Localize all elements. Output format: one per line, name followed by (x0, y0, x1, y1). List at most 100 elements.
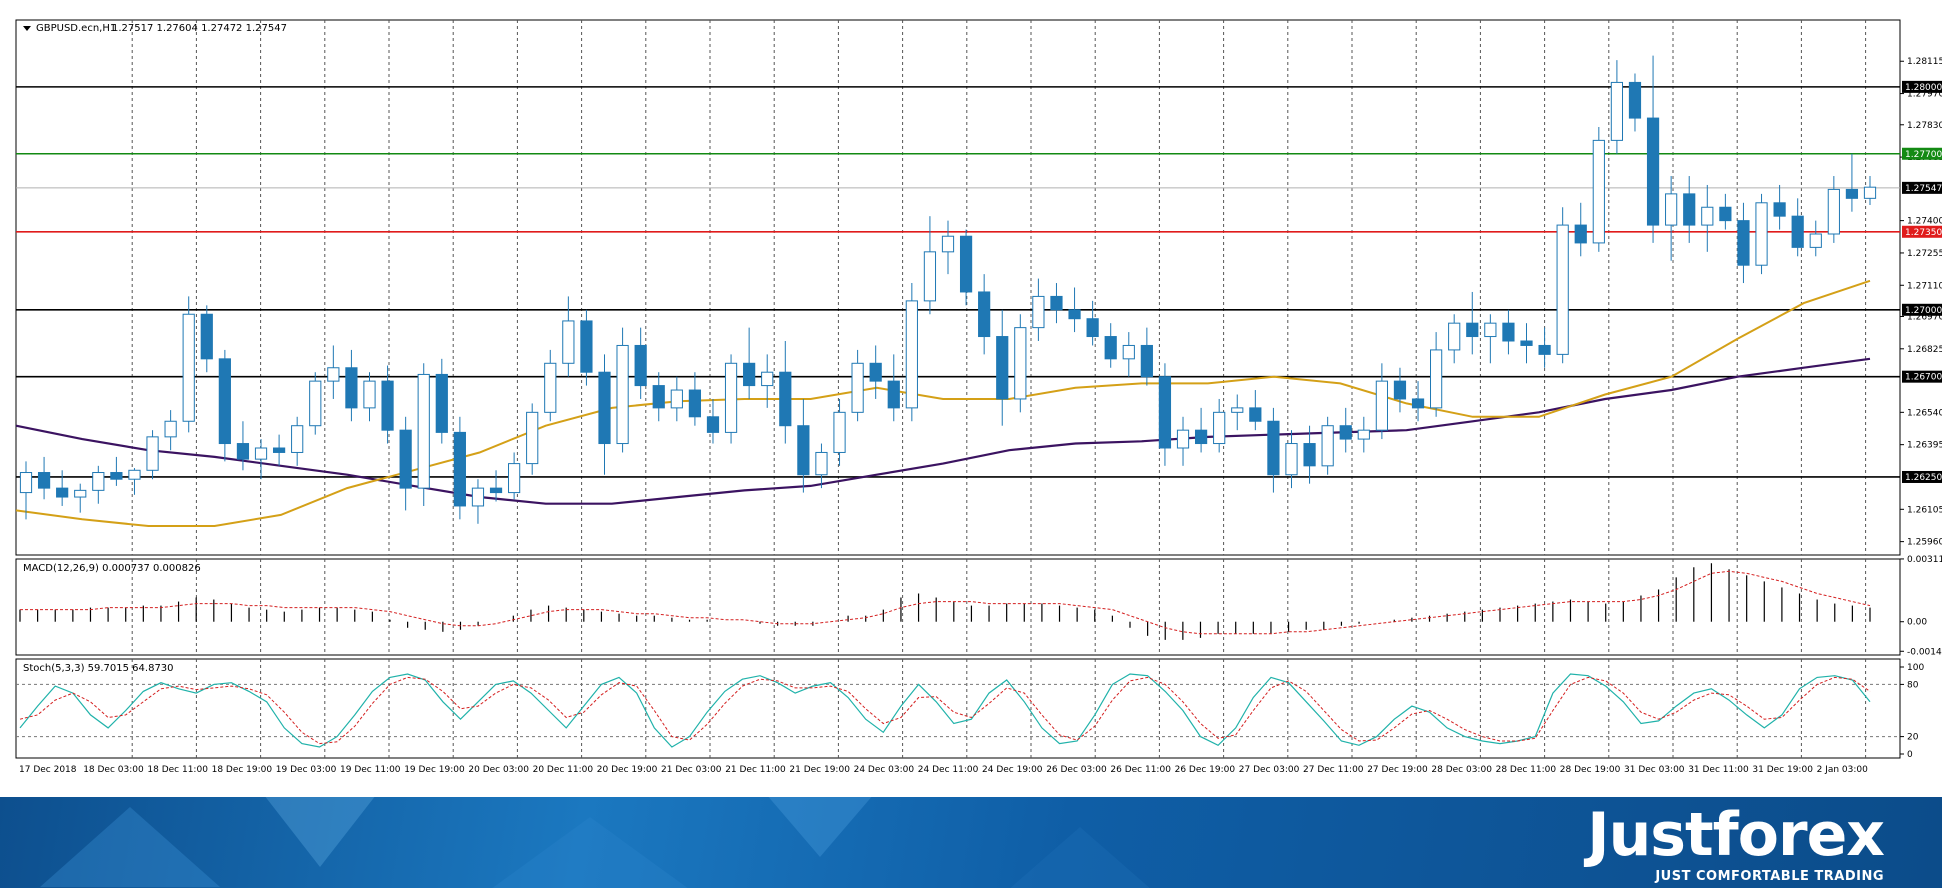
candlestick[interactable] (743, 362, 756, 387)
candlestick[interactable] (1285, 443, 1298, 476)
stochastic-panel[interactable] (16, 673, 1900, 748)
candlestick[interactable] (1014, 327, 1027, 400)
candlestick[interactable] (236, 443, 250, 460)
macd-panel[interactable] (19, 563, 1871, 640)
candlestick[interactable] (670, 389, 683, 409)
price-panel[interactable] (15, 55, 1900, 527)
candlestick[interactable] (363, 380, 376, 409)
candlestick[interactable] (923, 251, 937, 302)
candlestick[interactable] (1158, 376, 1172, 449)
candlestick[interactable] (1592, 139, 1605, 244)
candlestick[interactable] (887, 380, 900, 409)
triangle-down-icon[interactable] (23, 26, 31, 31)
candlestick[interactable] (978, 291, 991, 338)
candlestick[interactable] (1646, 117, 1660, 226)
candlestick[interactable] (905, 300, 918, 409)
candlestick[interactable] (272, 447, 286, 453)
fast-moving-average-line[interactable] (15, 279, 1871, 527)
candlestick[interactable] (417, 373, 430, 489)
candlestick[interactable] (92, 472, 105, 491)
candlestick[interactable] (634, 344, 647, 387)
slow-moving-average-line[interactable] (15, 357, 1871, 505)
candlestick[interactable] (1791, 215, 1804, 248)
macd-signal-line[interactable] (20, 570, 1871, 635)
candlestick[interactable] (1032, 295, 1045, 329)
candlestick[interactable] (218, 358, 231, 445)
candlestick[interactable] (1393, 380, 1407, 400)
candlestick[interactable] (1068, 309, 1081, 320)
candlestick[interactable] (652, 385, 665, 409)
candlestick[interactable] (1719, 206, 1732, 222)
candlestick[interactable] (128, 469, 141, 480)
candlestick[interactable] (526, 411, 539, 465)
candlestick[interactable] (1050, 295, 1063, 311)
candlestick[interactable] (1683, 193, 1696, 226)
stoch-main-line[interactable] (19, 673, 1871, 748)
candlestick[interactable] (1484, 322, 1497, 338)
candlestick[interactable] (797, 425, 810, 476)
candlestick[interactable] (1249, 407, 1262, 422)
candlestick[interactable] (1411, 398, 1425, 409)
candlestick[interactable] (1701, 206, 1714, 226)
candlestick[interactable] (779, 371, 792, 427)
candlestick[interactable] (688, 389, 702, 418)
candlestick[interactable] (1375, 380, 1388, 431)
candlestick[interactable] (1538, 344, 1551, 355)
candlestick[interactable] (761, 371, 774, 387)
candlestick[interactable] (1556, 224, 1569, 355)
candlestick[interactable] (345, 367, 358, 409)
candlestick[interactable] (1466, 322, 1479, 338)
candlestick[interactable] (164, 420, 177, 438)
candlestick[interactable] (254, 447, 268, 460)
candlestick[interactable] (1231, 407, 1244, 413)
candlestick[interactable] (562, 320, 575, 364)
candlestick[interactable] (1267, 420, 1280, 476)
candlestick[interactable] (941, 235, 955, 253)
candlestick[interactable] (1610, 81, 1624, 141)
candlestick[interactable] (1863, 186, 1877, 199)
candlestick[interactable] (327, 367, 340, 382)
candlestick[interactable] (869, 362, 882, 382)
candlestick[interactable] (110, 472, 123, 480)
candlestick[interactable] (471, 487, 485, 507)
candlestick[interactable] (1194, 429, 1208, 445)
candlestick[interactable] (146, 436, 159, 471)
candlestick[interactable] (815, 451, 828, 476)
candlestick[interactable] (453, 431, 466, 507)
candlestick[interactable] (1321, 425, 1334, 467)
candlestick[interactable] (489, 487, 503, 494)
candlestick[interactable] (1520, 340, 1533, 346)
candlestick[interactable] (1140, 344, 1153, 378)
candlestick[interactable] (200, 313, 213, 360)
candlestick[interactable] (74, 489, 87, 498)
candlestick[interactable] (1665, 193, 1678, 226)
candlestick[interactable] (706, 416, 720, 433)
candlestick[interactable] (1773, 202, 1786, 217)
candlestick[interactable] (1104, 336, 1117, 360)
candlestick[interactable] (19, 472, 33, 494)
candlestick[interactable] (381, 380, 394, 431)
candlestick[interactable] (724, 362, 738, 433)
candlestick[interactable] (291, 425, 304, 453)
candlestick[interactable] (851, 362, 864, 413)
candlestick[interactable] (309, 380, 322, 427)
candlestick[interactable] (1176, 429, 1190, 449)
candlestick[interactable] (959, 235, 973, 293)
candlestick[interactable] (508, 463, 521, 494)
candlestick[interactable] (1430, 349, 1443, 409)
candlestick[interactable] (435, 373, 448, 433)
candlestick[interactable] (544, 362, 557, 413)
candlestick[interactable] (616, 344, 629, 445)
candlestick[interactable] (1755, 202, 1768, 266)
candlestick[interactable] (1339, 425, 1352, 440)
candlestick[interactable] (598, 371, 611, 445)
candlestick[interactable] (37, 472, 51, 489)
candlestick[interactable] (56, 487, 69, 498)
candlestick[interactable] (1574, 224, 1587, 244)
candlestick[interactable] (1502, 322, 1515, 342)
candlestick[interactable] (182, 313, 195, 422)
candlestick[interactable] (1809, 233, 1822, 248)
candlestick[interactable] (1628, 81, 1642, 119)
brand-logo[interactable]: Justforex JUST COMFORTABLE TRADING (1587, 803, 1885, 884)
